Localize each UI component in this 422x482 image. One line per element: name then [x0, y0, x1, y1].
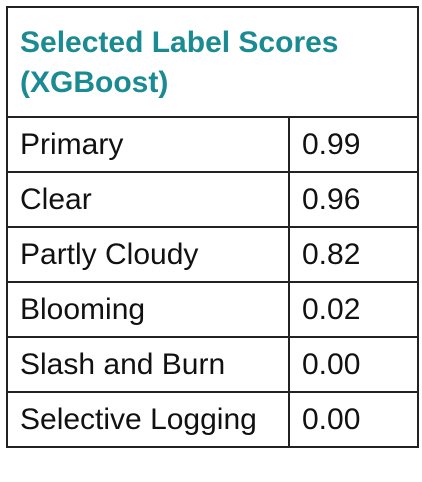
- row-label: Primary: [6, 116, 290, 173]
- table-row: Clear 0.96: [6, 171, 419, 228]
- row-label: Partly Cloudy: [6, 226, 290, 283]
- table-row: Blooming 0.02: [6, 281, 419, 338]
- table-row: Partly Cloudy 0.82: [6, 226, 419, 283]
- row-label: Clear: [6, 171, 290, 228]
- row-label: Slash and Burn: [6, 336, 290, 393]
- row-score: 0.00: [288, 391, 419, 448]
- row-score: 0.02: [288, 281, 419, 338]
- table-row: Primary 0.99: [6, 116, 419, 173]
- table-title-line2: (XGBoost): [20, 66, 169, 99]
- row-score: 0.82: [288, 226, 419, 283]
- row-score: 0.99: [288, 116, 419, 173]
- table-row: Slash and Burn 0.00: [6, 336, 419, 393]
- row-score: 0.00: [288, 336, 419, 393]
- row-score: 0.96: [288, 171, 419, 228]
- table-title-line1: Selected Label Scores: [20, 26, 339, 59]
- row-label: Selective Logging: [6, 391, 290, 448]
- table-title: Selected Label Scores (XGBoost): [6, 6, 419, 118]
- row-label: Blooming: [6, 281, 290, 338]
- label-scores-table: Selected Label Scores (XGBoost) Primary …: [6, 6, 419, 448]
- table-header-row: Selected Label Scores (XGBoost): [6, 6, 419, 118]
- table-row: Selective Logging 0.00: [6, 391, 419, 448]
